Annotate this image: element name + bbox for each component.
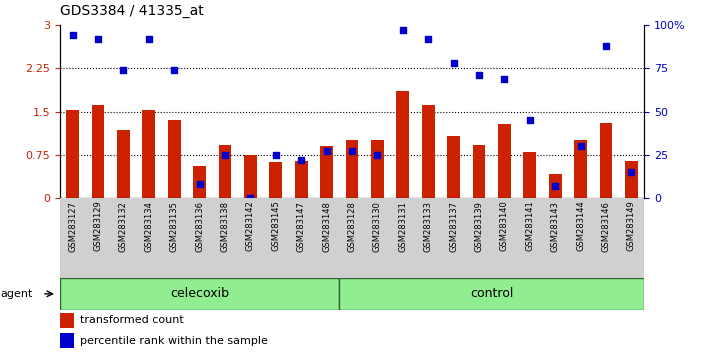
Bar <box>295 161 308 198</box>
Bar <box>600 123 612 198</box>
Text: GSM283141: GSM283141 <box>525 201 534 251</box>
Bar <box>117 130 130 198</box>
Text: GSM283133: GSM283133 <box>424 201 433 252</box>
Text: GSM283143: GSM283143 <box>551 201 560 251</box>
Point <box>499 76 510 81</box>
Bar <box>270 162 282 198</box>
Text: GSM283130: GSM283130 <box>373 201 382 251</box>
Bar <box>193 166 206 198</box>
Point <box>575 143 586 149</box>
Point <box>397 27 408 33</box>
Text: GSM283136: GSM283136 <box>195 201 204 252</box>
Bar <box>60 333 75 348</box>
Text: GSM283129: GSM283129 <box>94 201 103 251</box>
Point <box>270 152 282 158</box>
Text: GSM283147: GSM283147 <box>296 201 306 251</box>
Point <box>473 72 484 78</box>
Point <box>346 149 358 154</box>
Text: GSM283132: GSM283132 <box>119 201 128 251</box>
Point <box>422 36 434 41</box>
Point <box>118 67 129 73</box>
Text: GSM283149: GSM283149 <box>627 201 636 251</box>
Bar <box>472 145 485 198</box>
Point <box>296 157 307 163</box>
Bar <box>60 278 339 310</box>
Point <box>67 32 78 38</box>
Bar <box>142 110 155 198</box>
Bar <box>549 174 562 198</box>
Point <box>448 60 459 66</box>
Point <box>524 118 536 123</box>
Text: GSM283144: GSM283144 <box>576 201 585 251</box>
Text: percentile rank within the sample: percentile rank within the sample <box>80 336 268 346</box>
Text: GSM283138: GSM283138 <box>220 201 230 252</box>
Text: GSM283135: GSM283135 <box>170 201 179 251</box>
Point <box>372 152 383 158</box>
Point <box>601 43 612 48</box>
Bar <box>422 104 434 198</box>
Text: GSM283134: GSM283134 <box>144 201 153 251</box>
Bar <box>60 313 75 328</box>
Bar <box>574 141 587 198</box>
Bar <box>92 104 104 198</box>
Text: GSM283137: GSM283137 <box>449 201 458 252</box>
Bar <box>66 110 79 198</box>
Point <box>143 36 154 41</box>
Text: control: control <box>470 287 513 300</box>
Point <box>245 195 256 201</box>
Text: GSM283148: GSM283148 <box>322 201 331 251</box>
Text: transformed count: transformed count <box>80 315 184 325</box>
Bar <box>346 141 358 198</box>
Bar <box>320 146 333 198</box>
Bar <box>339 278 644 310</box>
Bar <box>625 161 638 198</box>
Text: GSM283145: GSM283145 <box>271 201 280 251</box>
Text: GSM283131: GSM283131 <box>398 201 408 251</box>
Bar <box>396 91 409 198</box>
Bar <box>524 152 536 198</box>
Point <box>626 170 637 175</box>
Bar <box>371 141 384 198</box>
Point <box>220 152 231 158</box>
Text: GSM283142: GSM283142 <box>246 201 255 251</box>
Point <box>92 36 103 41</box>
Text: GSM283140: GSM283140 <box>500 201 509 251</box>
Text: celecoxib: celecoxib <box>170 287 229 300</box>
Bar <box>447 136 460 198</box>
Text: GDS3384 / 41335_at: GDS3384 / 41335_at <box>60 4 203 18</box>
Point <box>168 67 180 73</box>
Bar <box>244 155 257 198</box>
Text: GSM283139: GSM283139 <box>474 201 484 251</box>
Text: GSM283127: GSM283127 <box>68 201 77 251</box>
Bar <box>498 124 511 198</box>
Text: GSM283128: GSM283128 <box>348 201 356 251</box>
Text: agent: agent <box>0 289 32 299</box>
Point <box>194 182 205 187</box>
Bar <box>168 120 180 198</box>
Bar <box>219 145 232 198</box>
Point <box>550 183 561 189</box>
Point <box>321 149 332 154</box>
Text: GSM283146: GSM283146 <box>601 201 610 251</box>
